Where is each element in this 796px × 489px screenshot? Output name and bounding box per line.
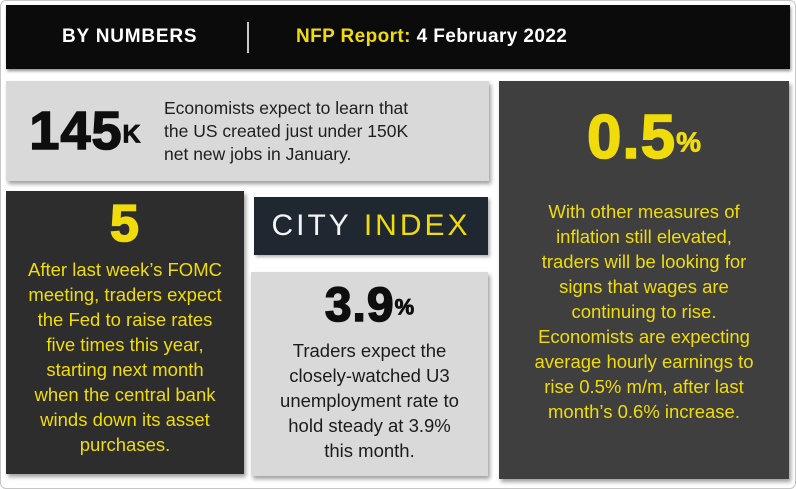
report-label: NFP Report: xyxy=(296,26,411,47)
wages-stat: 0.5% xyxy=(499,106,789,170)
unemployment-description: Traders expect the closely-watched U3 un… xyxy=(280,340,459,461)
logo-city-text: CITY xyxy=(271,209,352,242)
header-divider xyxy=(247,22,249,53)
wages-stat-value: 0.5 xyxy=(586,103,677,172)
rates-stat-value: 5 xyxy=(109,195,140,253)
wages-stat-suffix: % xyxy=(676,126,702,158)
jobs-stat-suffix: K xyxy=(122,120,141,149)
header-bar: BY NUMBERS NFP Report: 4 February 2022 xyxy=(6,5,790,69)
jobs-description: Economists expect to learn that the US c… xyxy=(164,97,409,164)
brand-label: BY NUMBERS xyxy=(62,26,198,47)
city-index-logo: CITY INDEX xyxy=(254,197,488,255)
jobs-stat: 145K xyxy=(6,101,164,161)
panel-unemployment: 3.9% Traders expect the closely-watched … xyxy=(251,272,488,476)
panel-rate-hikes: 5 After last week’s FOMC meeting, trader… xyxy=(6,191,244,474)
unemployment-stat-suffix: % xyxy=(394,294,415,320)
jobs-stat-value: 145 xyxy=(29,101,123,161)
panel-jobs-forecast: 145K Economists expect to learn that the… xyxy=(6,81,489,181)
report-date: 4 February 2022 xyxy=(410,26,568,47)
wages-description: With other measures of inflation still e… xyxy=(534,201,754,422)
report-title: NFP Report: 4 February 2022 xyxy=(296,5,567,69)
rates-description: After last week’s FOMC meeting, traders … xyxy=(28,259,222,455)
panel-wage-growth: 0.5% With other measures of inflation st… xyxy=(499,81,789,479)
unemployment-stat: 3.9% xyxy=(251,279,488,332)
unemployment-stat-value: 3.9 xyxy=(324,279,395,332)
rates-stat: 5 xyxy=(6,195,244,253)
logo-index-text: INDEX xyxy=(363,209,471,242)
